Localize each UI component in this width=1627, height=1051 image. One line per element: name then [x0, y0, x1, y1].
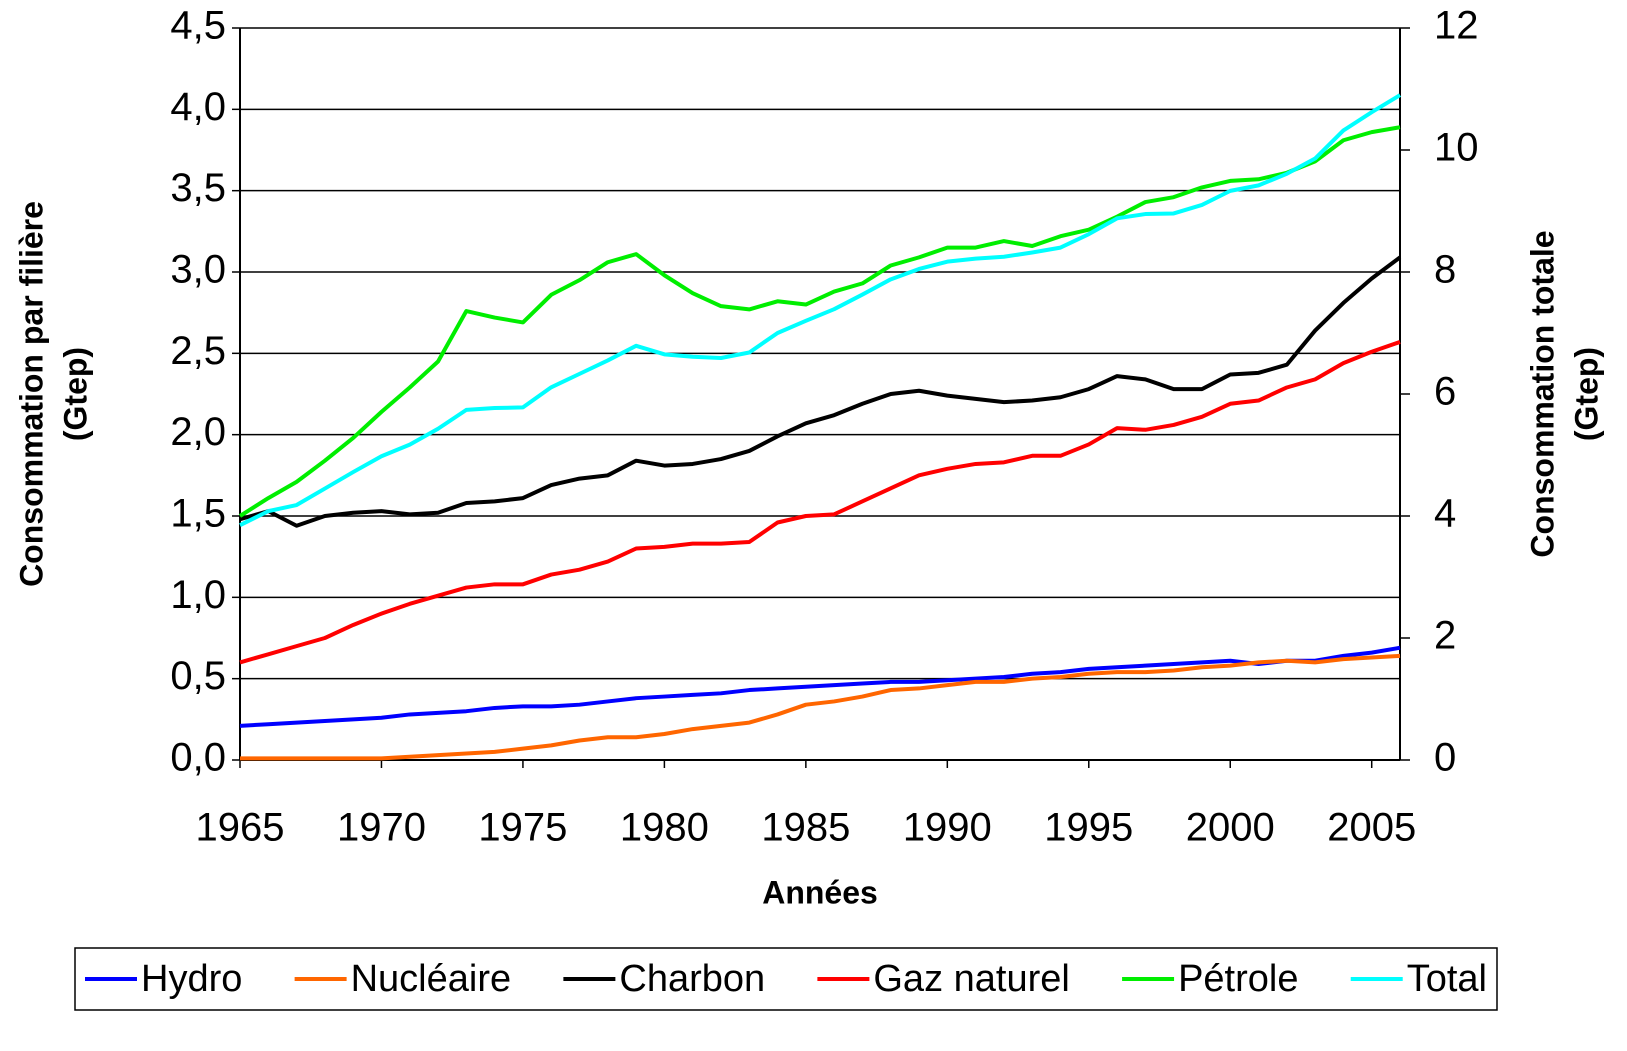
x-tick-label: 1980 [620, 806, 709, 850]
y2-tick-label: 6 [1434, 370, 1456, 414]
y2-tick-label: 8 [1434, 248, 1456, 292]
x-axis-title: Années [762, 874, 878, 910]
y2-axis-title: Consommation totale [1524, 230, 1560, 557]
y2-tick-label: 12 [1434, 4, 1479, 48]
x-tick-label: 2005 [1327, 806, 1416, 850]
y-tick-label: 1,0 [170, 573, 226, 617]
y-tick-label: 3,0 [170, 248, 226, 292]
x-tick-label: 2000 [1186, 806, 1275, 850]
legend-label: Charbon [619, 958, 765, 1000]
y2-tick-label: 2 [1434, 614, 1456, 658]
legend-label: Gaz naturel [873, 958, 1069, 1000]
x-tick-label: 1970 [337, 806, 426, 850]
y2-tick-label: 4 [1434, 492, 1456, 536]
legend-label: Total [1407, 958, 1487, 1000]
x-tick-label: 1990 [903, 806, 992, 850]
y-tick-label: 0,0 [170, 736, 226, 780]
series-line [239, 255, 1402, 528]
y-tick-label: 4,5 [170, 4, 226, 48]
series-line [240, 653, 1401, 761]
x-tick-label: 1995 [1044, 806, 1133, 850]
y-axis-title: Consommation par filière [13, 201, 49, 587]
y-tick-label: 1,5 [170, 492, 226, 536]
y2-axis-title: (Gtep) [1568, 347, 1604, 441]
y-tick-label: 3,5 [170, 166, 226, 210]
series-line [239, 645, 1401, 728]
y-tick-label: 2,0 [170, 410, 226, 454]
series-line [238, 125, 1401, 518]
x-tick-label: 1965 [196, 806, 285, 850]
y-axis-title: (Gtep) [57, 347, 93, 441]
legend-label: Hydro [141, 958, 242, 1000]
y-tick-label: 4,0 [170, 85, 226, 129]
x-tick-label: 1975 [478, 806, 567, 850]
y-tick-label: 0,5 [170, 654, 226, 698]
legend-label: Nucléaire [351, 958, 512, 1000]
series-line [239, 340, 1401, 665]
legend-label: Pétrole [1178, 958, 1298, 1000]
x-tick-label: 1985 [761, 806, 850, 850]
series-line [239, 93, 1402, 527]
y2-tick-label: 10 [1434, 126, 1479, 170]
y-tick-label: 2,5 [170, 329, 226, 373]
y2-tick-label: 0 [1434, 736, 1456, 780]
